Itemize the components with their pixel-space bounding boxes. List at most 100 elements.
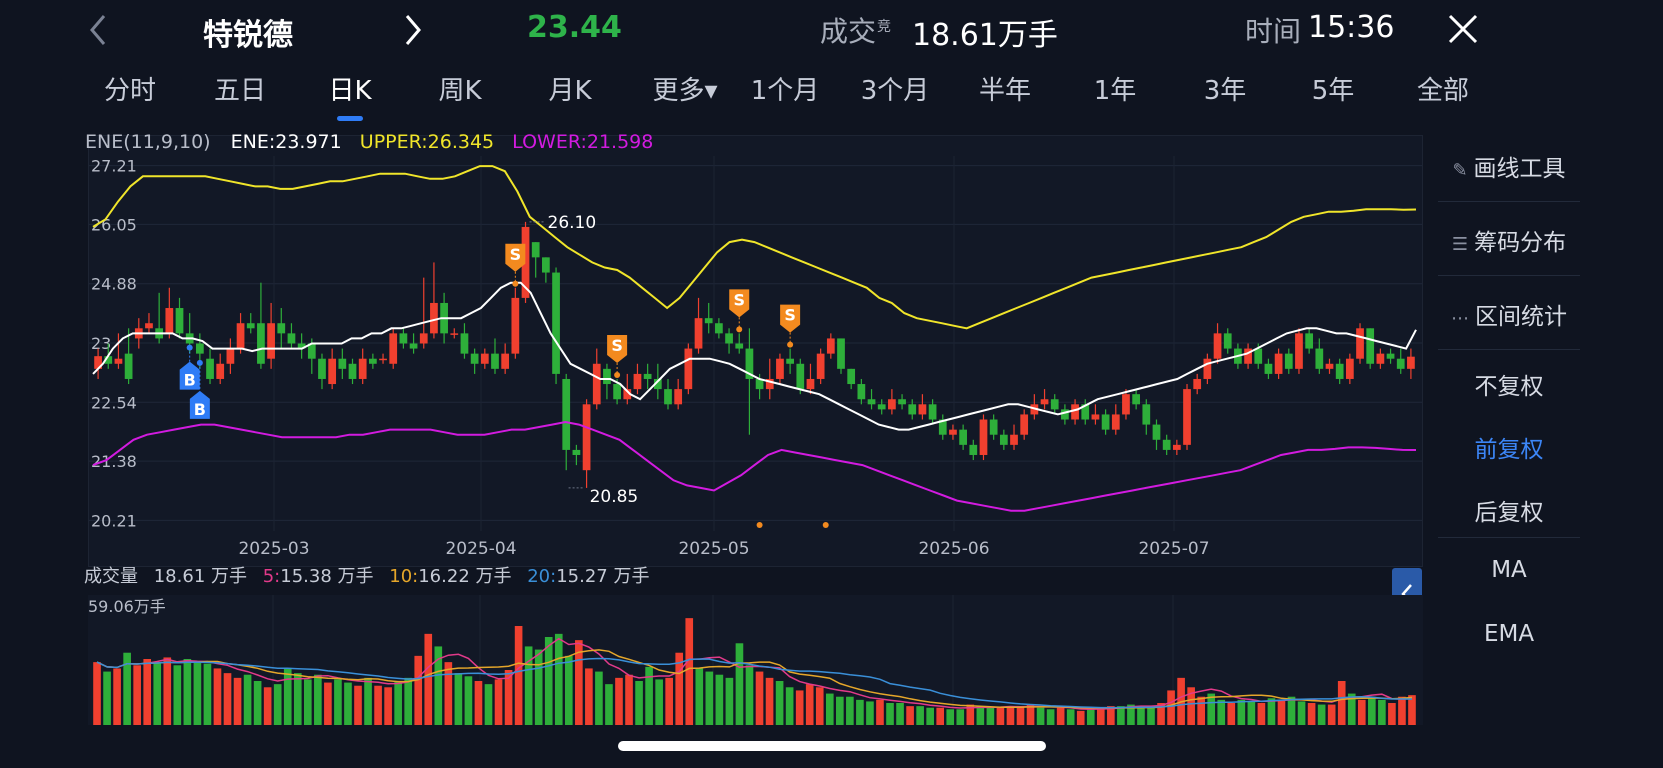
volume-bar bbox=[1046, 709, 1055, 725]
volume-bar bbox=[544, 637, 553, 725]
volume-bar bbox=[956, 709, 965, 725]
candle-body bbox=[1040, 399, 1049, 405]
tab-9[interactable]: 1年 bbox=[1093, 76, 1137, 106]
volume-bar bbox=[364, 677, 372, 725]
candle-body bbox=[999, 434, 1008, 445]
candle-body bbox=[1284, 353, 1293, 369]
volume-bar bbox=[1096, 707, 1105, 725]
x-tick-label: 2025-05 bbox=[678, 539, 749, 559]
candle-body bbox=[664, 389, 672, 405]
candle-body bbox=[938, 419, 947, 435]
side-menu-item-4[interactable]: 前复权 bbox=[1438, 430, 1580, 464]
volume-bar bbox=[715, 674, 724, 725]
side-menu-label: MA bbox=[1491, 557, 1527, 583]
buy-signal-text: B bbox=[194, 400, 206, 419]
side-menu-divider bbox=[1438, 275, 1580, 276]
volume-bar bbox=[223, 673, 232, 725]
volume-bar bbox=[1227, 703, 1236, 725]
volume-label: 成交 bbox=[820, 15, 877, 48]
ma20-value: 15.27 万手 bbox=[556, 566, 650, 587]
volume-bar bbox=[625, 674, 633, 725]
candle-body bbox=[653, 378, 662, 390]
tab-3[interactable]: 周K bbox=[438, 76, 482, 106]
lower-label: LOWER: bbox=[512, 131, 587, 153]
volume-ma20-line bbox=[96, 657, 1413, 709]
candle-body bbox=[704, 318, 713, 324]
time-label: 时间 bbox=[1245, 15, 1302, 48]
tab-0[interactable]: 分时 bbox=[103, 76, 156, 106]
ma10-value: 16.22 万手 bbox=[418, 566, 512, 587]
volume-plot[interactable] bbox=[88, 595, 1423, 725]
volume-bar bbox=[896, 703, 904, 725]
y-tick-label: 21.38 bbox=[91, 452, 137, 471]
candle-body bbox=[1274, 353, 1283, 374]
candle-body bbox=[776, 358, 784, 379]
volume-bar bbox=[304, 679, 312, 725]
candle-body bbox=[1407, 356, 1415, 369]
tab-5[interactable]: 更多▾ bbox=[652, 76, 718, 106]
volume-bar bbox=[1257, 703, 1266, 725]
volume-bar bbox=[1147, 707, 1155, 725]
side-menu-item-0[interactable]: ✎ 画线工具 bbox=[1438, 149, 1580, 183]
x-tick-label: 2025-07 bbox=[1138, 539, 1209, 559]
volume-bar bbox=[876, 699, 884, 725]
volume-bar bbox=[1357, 699, 1366, 725]
candle-body bbox=[1193, 378, 1202, 390]
candle-body bbox=[725, 333, 733, 344]
prev-stock-button[interactable] bbox=[80, 10, 120, 50]
volume-bar bbox=[946, 709, 955, 725]
volume-legend: 成交量 18.61 万手 5:15.38 万手 10:16.22 万手 20:1… bbox=[84, 562, 649, 588]
candle-body bbox=[765, 378, 774, 390]
candle-body bbox=[918, 404, 927, 415]
tab-11[interactable]: 5年 bbox=[1311, 76, 1355, 106]
side-menu-item-6[interactable]: MA bbox=[1438, 557, 1580, 583]
candle-body bbox=[1091, 414, 1100, 420]
next-stock-button[interactable] bbox=[393, 10, 433, 50]
close-button[interactable] bbox=[1443, 10, 1483, 50]
candle-body bbox=[114, 358, 123, 364]
side-menu-item-5[interactable]: 后复权 bbox=[1438, 493, 1580, 527]
volume-bar bbox=[755, 671, 764, 725]
candle-body bbox=[562, 378, 571, 450]
tab-10[interactable]: 3年 bbox=[1203, 76, 1247, 106]
sell-signal-text: S bbox=[611, 336, 623, 355]
volume-bar bbox=[464, 676, 473, 725]
volume-bar bbox=[1086, 709, 1095, 725]
tab-1[interactable]: 五日 bbox=[213, 76, 266, 106]
side-menu-item-2[interactable]: ⋯ 区间统计 bbox=[1438, 297, 1580, 331]
candle-body bbox=[633, 373, 642, 390]
volume-bar bbox=[153, 662, 162, 725]
sell-signal-text: S bbox=[510, 245, 522, 264]
volume-bar bbox=[675, 652, 684, 725]
volume-bar bbox=[494, 679, 503, 725]
side-menu-item-7[interactable]: EMA bbox=[1438, 621, 1580, 647]
tab-6[interactable]: 1个月 bbox=[750, 76, 820, 106]
volume-bar bbox=[263, 687, 272, 725]
candle-body bbox=[1020, 414, 1029, 435]
candle-body bbox=[755, 378, 764, 390]
volume-bar bbox=[836, 696, 844, 725]
candle-body bbox=[826, 338, 835, 354]
tab-7[interactable]: 3个月 bbox=[860, 76, 930, 106]
volume-bar bbox=[795, 690, 804, 725]
candle-body bbox=[582, 404, 591, 471]
candlestick-chart[interactable]: ENE(11,9,10) ENE:23.971 UPPER:26.345 LOW… bbox=[85, 131, 1423, 567]
close-icon bbox=[1448, 14, 1478, 44]
y-tick-label: 23 bbox=[91, 334, 111, 353]
candle-body bbox=[328, 358, 337, 385]
tab-2[interactable]: 日K bbox=[295, 70, 405, 121]
tab-8[interactable]: 半年 bbox=[978, 76, 1031, 106]
candle-body bbox=[552, 272, 560, 374]
tab-4[interactable]: 月K bbox=[548, 76, 592, 106]
side-menu-item-1[interactable]: ☰ 筹码分布 bbox=[1438, 223, 1580, 257]
volume-bar bbox=[856, 699, 864, 725]
volume-bar bbox=[1368, 696, 1376, 725]
volume-bar bbox=[1157, 703, 1165, 725]
volume-bar bbox=[1378, 699, 1386, 725]
candle-body bbox=[867, 399, 876, 405]
volume-chart[interactable]: 59.06万手 bbox=[88, 595, 1423, 725]
tab-12[interactable]: 全部 bbox=[1416, 76, 1469, 106]
volume-bar bbox=[1207, 693, 1216, 725]
side-menu-item-3[interactable]: 不复权 bbox=[1438, 367, 1580, 401]
